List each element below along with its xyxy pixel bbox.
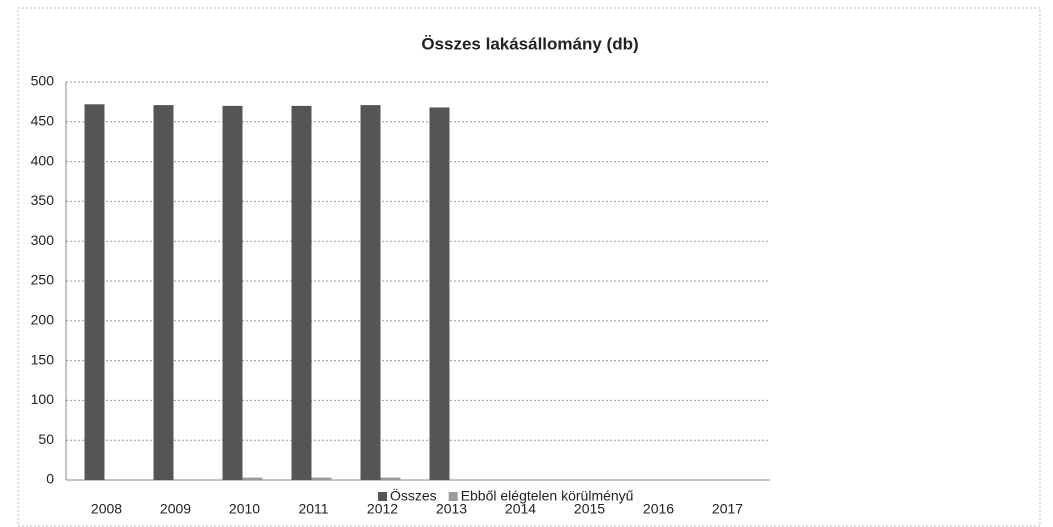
legend-label: Összes: [390, 487, 437, 504]
chart-title: Összes lakásállomány (db): [421, 34, 638, 53]
x-tick-label: 2011: [298, 501, 328, 517]
y-tick-label: 150: [31, 351, 55, 367]
x-tick-label: 2013: [436, 501, 467, 517]
y-tick-label: 50: [38, 431, 54, 447]
y-tick-label: 0: [46, 471, 54, 487]
y-tick-label: 200: [31, 312, 55, 328]
bar: [380, 477, 401, 480]
x-tick-label: 2012: [367, 501, 398, 517]
x-tick-label: 2016: [643, 501, 674, 517]
legend-swatch: [378, 492, 387, 501]
y-tick-label: 300: [31, 232, 55, 248]
bar: [429, 107, 450, 481]
x-tick-label: 2010: [229, 501, 260, 517]
y-tick-label: 100: [31, 391, 55, 407]
bar: [222, 105, 243, 480]
y-tick-label: 250: [31, 272, 55, 288]
bar: [153, 105, 174, 481]
legend-label: Ebből elégtelen körülményű: [461, 488, 634, 504]
x-tick-label: 2017: [712, 501, 743, 517]
y-tick-label: 400: [31, 152, 55, 168]
y-tick-label: 350: [31, 192, 55, 208]
legend-swatch: [448, 492, 458, 501]
bar: [242, 477, 263, 480]
chart-border: [17, 7, 1041, 527]
y-tick-label: 500: [31, 73, 55, 89]
x-tick-label: 2014: [505, 501, 536, 517]
x-tick-label: 2009: [160, 501, 191, 517]
bar: [84, 104, 105, 481]
bar: [291, 105, 312, 480]
x-tick-label: 2008: [91, 501, 122, 517]
bar: [311, 477, 332, 480]
bar: [360, 105, 381, 481]
y-tick-label: 450: [31, 113, 55, 129]
x-tick-label: 2015: [574, 501, 605, 517]
